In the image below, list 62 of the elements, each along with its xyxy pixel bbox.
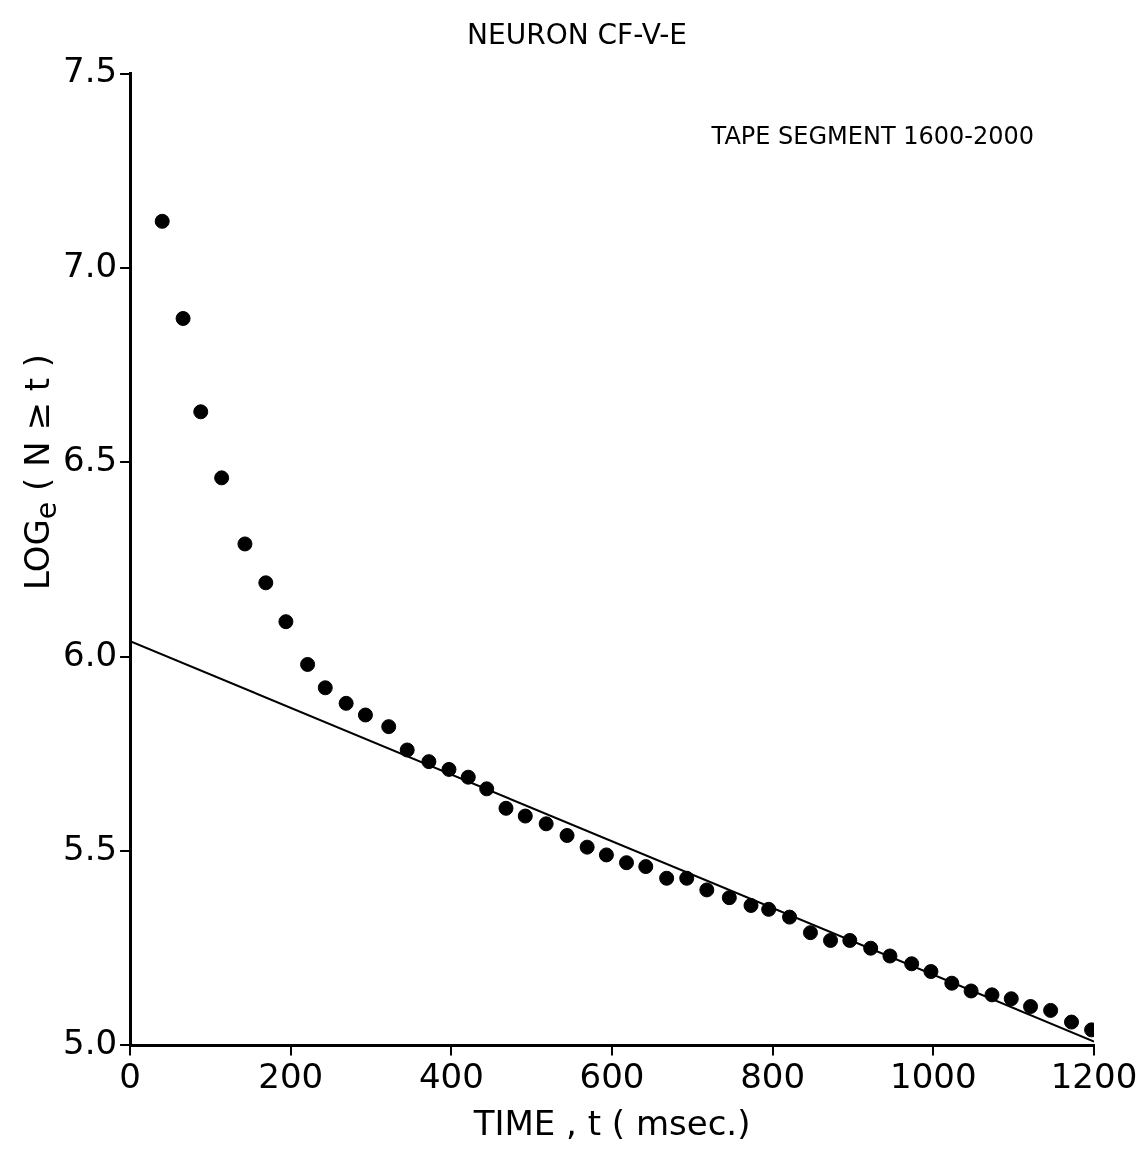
point [1043, 1002, 1059, 1018]
chart-title: NEURON CF-V-E [467, 18, 687, 52]
point [538, 816, 554, 832]
point [399, 742, 415, 758]
point [679, 870, 695, 886]
point [923, 964, 939, 980]
point [479, 781, 495, 797]
point [1023, 999, 1039, 1015]
point [214, 470, 230, 486]
point [842, 932, 858, 948]
point [823, 932, 839, 948]
x-tick-label: 400 [418, 1055, 484, 1096]
point [659, 870, 675, 886]
point [963, 983, 979, 999]
x-tick-label: 600 [579, 1055, 645, 1096]
point [317, 680, 333, 696]
y-tick-label: 7.5 [62, 50, 118, 91]
point [154, 213, 170, 229]
point [782, 909, 798, 925]
point [984, 987, 1000, 1003]
x-tick-label: 1200 [1050, 1055, 1138, 1096]
point [904, 956, 920, 972]
point [882, 948, 898, 964]
x-tick-label: 200 [258, 1055, 324, 1096]
x-tick-label: 1000 [890, 1055, 977, 1096]
point [357, 707, 373, 723]
point [258, 575, 274, 591]
point [761, 901, 777, 917]
point [421, 754, 437, 770]
point [338, 695, 354, 711]
point [1064, 1014, 1080, 1030]
point [1003, 991, 1019, 1007]
point [441, 761, 457, 777]
point [863, 940, 879, 956]
x-axis-title: TIME , t ( msec.) [472, 1103, 751, 1144]
y-tick-label: 6.0 [62, 633, 118, 674]
point [237, 536, 253, 552]
point [175, 310, 191, 326]
point [498, 800, 514, 816]
point [598, 847, 614, 863]
point [300, 656, 316, 672]
point [743, 897, 759, 913]
point [381, 719, 397, 735]
point [460, 769, 476, 785]
point [193, 404, 209, 420]
point [721, 890, 737, 906]
x-tick-label: 0 [119, 1055, 141, 1096]
point [579, 839, 595, 855]
y-tick-label: 6.5 [62, 439, 118, 480]
point [699, 882, 715, 898]
y-tick-label: 5.5 [62, 827, 118, 868]
x-tick-label: 800 [740, 1055, 806, 1096]
point [559, 827, 575, 843]
y-tick-label: 5.0 [62, 1022, 118, 1063]
point [802, 925, 818, 941]
y-tick-label: 7.0 [62, 244, 118, 285]
point [619, 855, 634, 871]
annotation: TAPE SEGMENT 1600-2000 [710, 121, 1034, 150]
point [517, 808, 533, 824]
point [278, 614, 294, 630]
point [944, 975, 960, 991]
point [638, 859, 654, 875]
